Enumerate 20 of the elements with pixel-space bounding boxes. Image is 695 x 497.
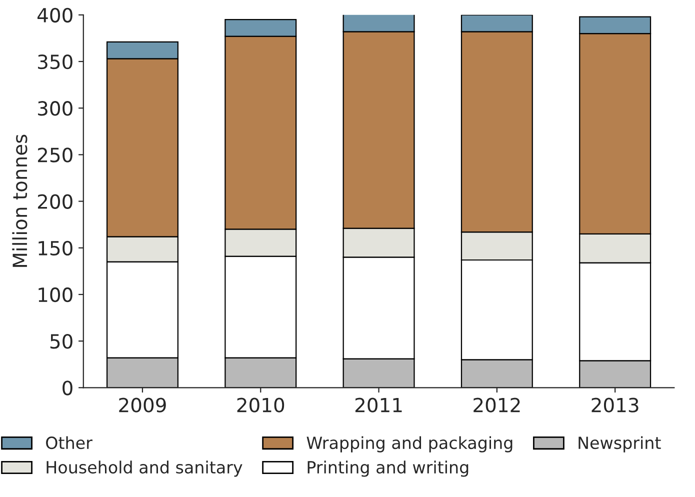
y-tick-label: 300 [38,101,72,116]
y-axis-title: Million tonnes [12,134,28,267]
x-tick-label: 2012 [474,398,520,412]
y-tick-label: 100 [38,287,72,302]
legend-label: Wrapping and packaging [306,436,512,452]
y-tick-label: 400 [38,8,72,23]
x-tick-label: 2009 [119,398,166,412]
legend-label: Printing and writing [308,460,468,477]
y-tick-label: 350 [38,54,72,70]
y-tick-label: 0 [62,380,72,396]
y-tick-label: 200 [38,194,72,209]
y-tick-label: 50 [50,334,72,349]
legend-label: Household and sanitary [46,460,242,477]
legend-label: Newsprint [578,436,661,452]
legend-label: Other [46,436,92,450]
x-tick-label: 2010 [237,398,284,412]
y-tick-label: 250 [38,148,72,162]
x-tick-label: 2013 [592,398,638,412]
x-tick-label: 2011 [355,398,402,412]
y-tick-label: 150 [38,240,72,256]
